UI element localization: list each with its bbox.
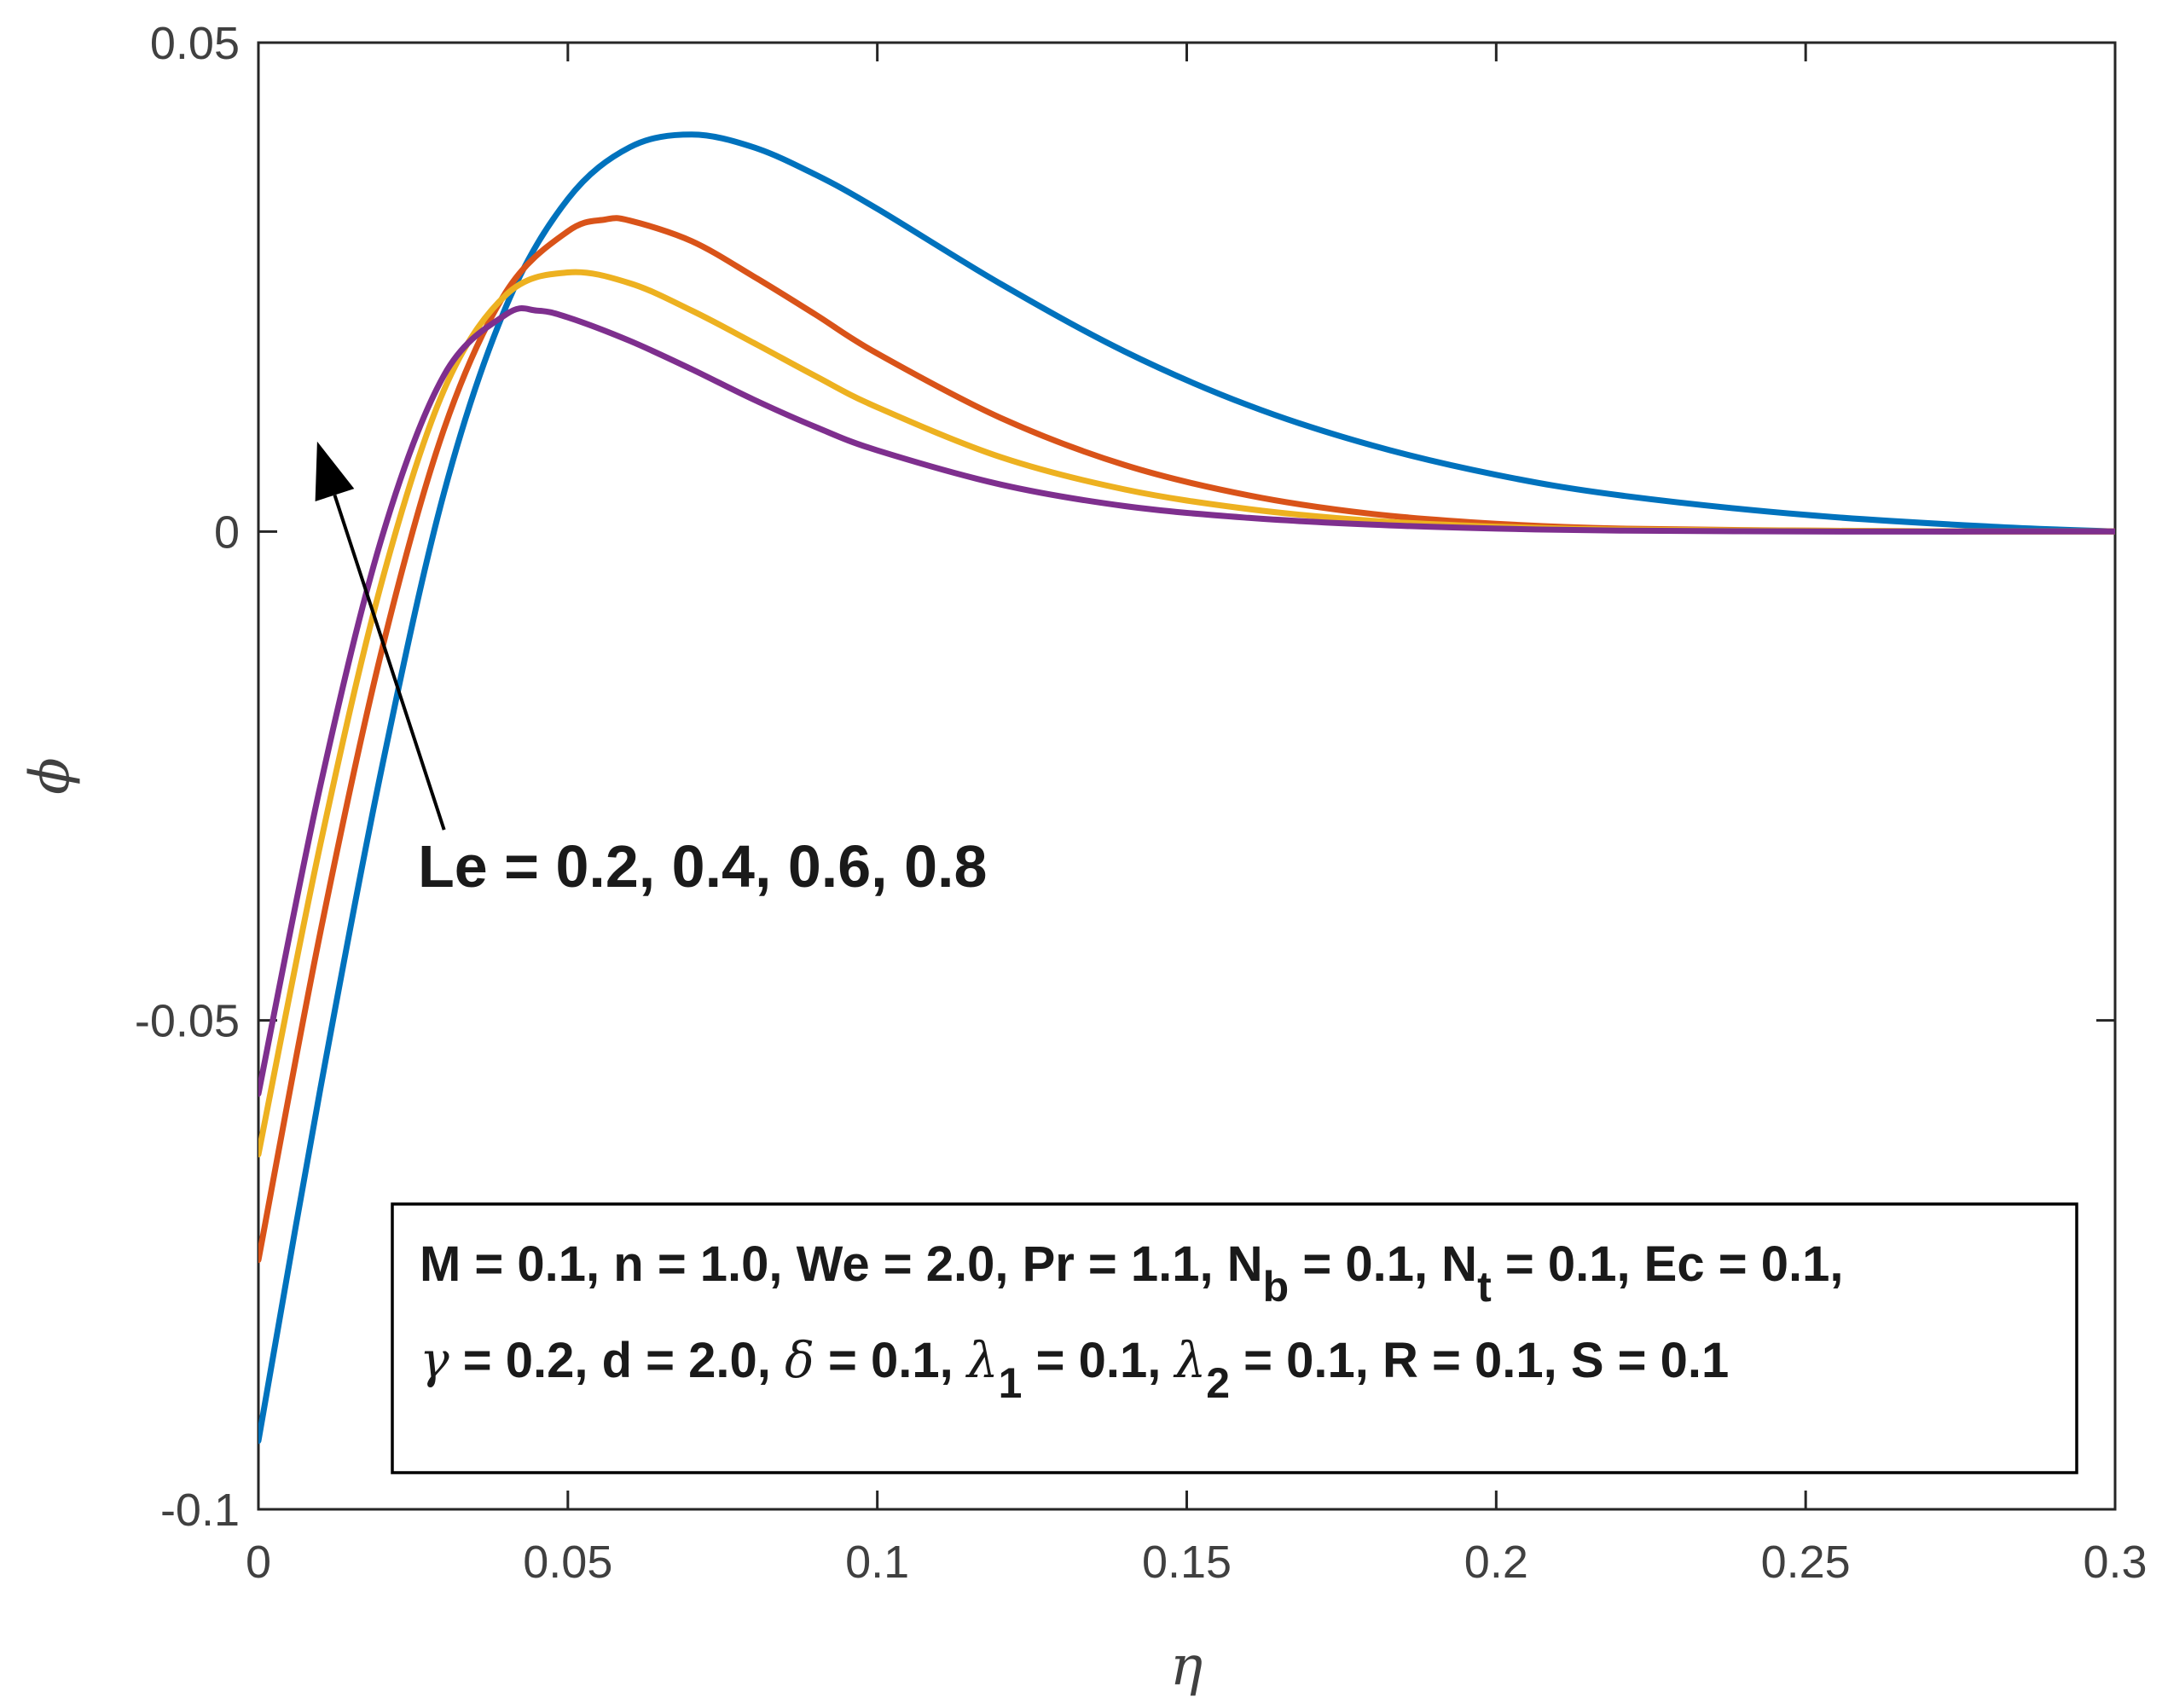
param-line2-part2: = 0.1, — [814, 1333, 967, 1388]
param-line1-sub1: b — [1263, 1263, 1290, 1311]
param-delta: δ — [785, 1331, 814, 1389]
y-tick-label: 0 — [214, 507, 240, 558]
param-line1-part3: = 0.1, Ec = 0.1, — [1492, 1236, 1844, 1292]
y-tick-label: 0.05 — [150, 18, 240, 69]
param-lambda2: λ — [1173, 1331, 1206, 1389]
x-tick-label: 0 — [246, 1537, 271, 1588]
param-line2-part1: = 0.2, d = 2.0, — [449, 1333, 785, 1388]
x-tick-label: 0.05 — [523, 1537, 612, 1588]
x-tick-label: 0.1 — [845, 1537, 909, 1588]
x-tick-label: 0.2 — [1464, 1537, 1528, 1588]
series-line-1 — [258, 131, 2115, 1445]
y-tick-label: -0.1 — [160, 1485, 240, 1536]
param-line1-part1: M = 0.1, n = 1.0, We = 2.0, Pr = 1.1, N — [420, 1236, 1263, 1292]
param-gamma: γ — [420, 1331, 449, 1389]
param-line1-part2: = 0.1, N — [1289, 1236, 1477, 1292]
x-tick-label: 0.3 — [2083, 1537, 2147, 1588]
arrow-annotation-label: Le = 0.2, 0.4, 0.6, 0.8 — [418, 833, 987, 900]
parameter-line-1: M = 0.1, n = 1.0, We = 2.0, Pr = 1.1, Nb… — [420, 1236, 1843, 1311]
arrow-head — [315, 441, 355, 501]
param-line2-sub1: 1 — [999, 1359, 1023, 1407]
x-tick-label: 0.25 — [1761, 1537, 1851, 1588]
series-layer — [258, 131, 2115, 1445]
ticks-layer — [257, 41, 2117, 1511]
x-axis-label: η — [1170, 1635, 1203, 1698]
param-lambda1: λ — [965, 1331, 999, 1389]
tick-labels-layer: 0 0.05 0.1 0.15 0.2 0.25 0.3 -0.1 -0.05 0 0.05 — [135, 18, 2148, 1588]
param-line2-part4: = 0.1, R = 0.1, S = 0.1 — [1230, 1333, 1729, 1388]
series-line-4 — [258, 305, 2115, 1097]
param-line1-sub2: t — [1477, 1263, 1492, 1311]
arrow-annotation — [315, 441, 446, 831]
parameter-box — [391, 1202, 2078, 1474]
param-line2-part3: = 0.1, — [1022, 1333, 1174, 1388]
y-tick-label: -0.05 — [135, 996, 240, 1047]
x-tick-label: 0.15 — [1142, 1537, 1232, 1588]
y-axis-label: ϕ — [19, 757, 82, 795]
parameter-line-2: γ = 0.2, d = 2.0, δ = 0.1, λ1 = 0.1, λ2 … — [420, 1331, 1729, 1407]
param-line2-sub2: 2 — [1206, 1359, 1230, 1407]
arrow-shaft — [333, 494, 446, 831]
